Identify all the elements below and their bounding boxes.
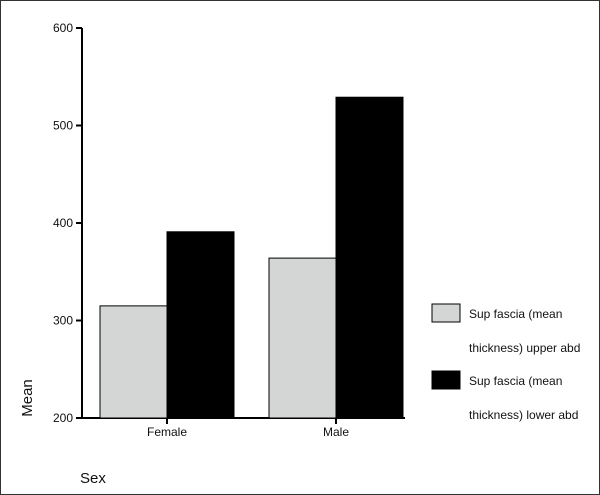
- y-tick-label: 300: [53, 314, 73, 328]
- x-axis-title: Sex: [80, 470, 106, 487]
- legend-label: thickness) upper abd: [469, 341, 580, 355]
- legend-label: Sup fascia (mean: [469, 374, 562, 388]
- x-category-label: Female: [147, 425, 187, 439]
- y-axis: 200 300 400 500 600: [53, 21, 83, 425]
- y-tick-label: 600: [53, 21, 73, 35]
- x-category-label: Male: [323, 425, 349, 439]
- legend-swatch: [431, 303, 461, 323]
- bars: [99, 96, 404, 419]
- legend-label: Sup fascia (mean: [469, 307, 562, 321]
- legend: Sup fascia (mean thickness) upper abd Sup …: [431, 303, 580, 422]
- y-tick-label: 500: [53, 119, 73, 133]
- bar-female-lower-abd: [166, 231, 235, 419]
- legend-swatch: [431, 370, 461, 390]
- y-axis-title: Mean: [19, 379, 36, 417]
- y-tick-label: 400: [53, 216, 73, 230]
- bar-male-lower-abd: [335, 96, 404, 419]
- bar-female-upper-abd: [99, 305, 168, 419]
- bar-male-upper-abd: [268, 257, 337, 419]
- y-tick-label: 200: [53, 411, 73, 425]
- legend-label: thickness) lower abd: [469, 408, 578, 422]
